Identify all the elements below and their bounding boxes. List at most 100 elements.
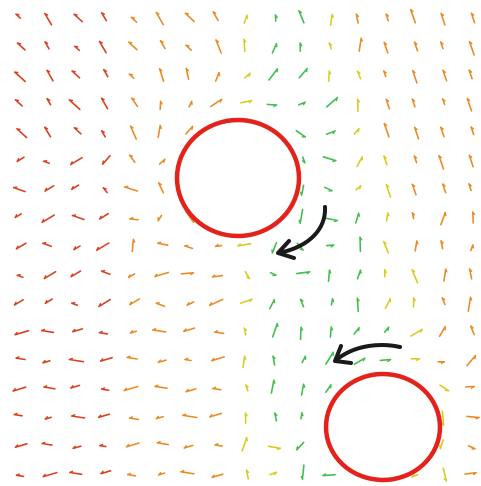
flow-vector-head	[332, 130, 336, 135]
flow-vector-head	[470, 126, 475, 130]
flow-vector	[100, 270, 111, 276]
flow-vector-head	[184, 12, 190, 15]
flow-vector-head	[155, 11, 160, 15]
flow-vector	[443, 268, 447, 282]
flow-vector-head	[470, 325, 474, 329]
flow-vector-head	[244, 412, 248, 417]
flow-vector-head	[248, 99, 253, 104]
flow-vector	[131, 238, 135, 253]
flow-vector-head	[71, 214, 77, 217]
flow-vector-head	[44, 12, 49, 16]
flow-vector	[383, 155, 388, 166]
flow-vector	[183, 327, 196, 333]
flow-vector-head	[96, 246, 99, 251]
flow-vector	[124, 186, 138, 192]
flow-vector	[123, 385, 139, 392]
flow-vector-head	[302, 101, 306, 106]
flow-vector	[243, 14, 248, 24]
flow-vector-head	[73, 13, 78, 16]
flow-vector	[322, 473, 336, 477]
flow-vector	[468, 69, 473, 80]
flow-vector-head	[214, 330, 219, 333]
flow-vector-head	[102, 160, 105, 165]
flow-vector	[270, 379, 275, 394]
flow-vector	[356, 269, 362, 280]
flow-vector-head	[129, 301, 133, 306]
flow-vector-head	[14, 99, 20, 102]
flow-vector-head	[274, 14, 278, 19]
flow-vector	[385, 183, 392, 198]
flow-vector-head	[73, 246, 77, 251]
flow-vector	[327, 269, 331, 283]
flow-vector	[180, 271, 195, 275]
flow-vector-head	[102, 187, 107, 190]
flow-vector-head	[411, 98, 416, 102]
flow-vector-head	[100, 387, 106, 390]
flow-vector-head	[413, 41, 418, 45]
flow-vector	[40, 329, 55, 334]
flow-vector	[212, 11, 219, 22]
flow-vector-head	[356, 70, 361, 74]
flow-vector	[98, 298, 111, 308]
flow-vector-head	[383, 122, 388, 127]
flow-vector	[413, 41, 419, 52]
flow-vector-head	[468, 69, 473, 73]
flow-vector-head	[475, 416, 480, 420]
flow-vector	[439, 126, 445, 138]
flow-vector-head	[468, 41, 473, 45]
flow-vector-head	[276, 447, 281, 451]
flow-vector	[69, 471, 83, 476]
flow-vector-head	[212, 386, 217, 390]
flow-vector-head	[385, 183, 390, 188]
flow-vector-head	[123, 387, 128, 392]
flow-vector	[14, 442, 28, 449]
flow-vector	[298, 10, 305, 24]
flow-vector-head	[273, 379, 276, 384]
flow-vector	[301, 464, 305, 481]
flow-vector-head	[469, 296, 473, 301]
flow-vector-head	[335, 96, 338, 102]
flow-vector	[71, 214, 85, 221]
flow-vector-head	[154, 273, 158, 278]
flow-vector	[128, 417, 140, 421]
flow-vector-head	[97, 414, 102, 419]
flow-vector	[413, 126, 420, 140]
flow-vector	[214, 71, 220, 82]
flow-vector-head	[356, 98, 360, 103]
flow-vector	[70, 384, 81, 389]
flow-vector-head	[357, 127, 360, 133]
flow-vector-head	[15, 473, 20, 476]
flow-vector	[102, 154, 111, 165]
flow-vector-head	[384, 269, 387, 273]
flow-vector	[466, 415, 480, 419]
flow-vector	[44, 185, 55, 192]
flow-vector-head	[129, 216, 134, 220]
flow-vector	[273, 412, 278, 422]
flow-vector	[12, 186, 26, 193]
flow-vector-head	[130, 16, 136, 19]
flow-vector	[268, 68, 279, 81]
flow-vector-head	[155, 302, 160, 304]
flow-vector-head	[125, 443, 130, 448]
flow-vector-head	[157, 471, 162, 476]
flow-vector-head	[14, 444, 19, 448]
flow-vector-head	[43, 385, 48, 388]
flow-vector-head	[212, 11, 217, 15]
flow-vector	[325, 130, 336, 135]
flow-vector	[211, 356, 225, 362]
flow-vector	[46, 69, 54, 82]
flow-vector-head	[468, 268, 473, 272]
flow-vector	[469, 325, 475, 336]
flow-vector	[155, 302, 166, 308]
flow-vector-head	[440, 240, 444, 244]
flow-vector-head	[246, 276, 251, 280]
flow-vector-head	[71, 301, 76, 304]
flow-vector-head	[73, 127, 78, 130]
flow-vector	[241, 436, 248, 452]
flow-vector	[240, 99, 253, 104]
flow-vector	[157, 182, 165, 194]
flow-vector	[154, 385, 168, 390]
flow-vector	[215, 39, 222, 54]
flow-vector-head	[273, 104, 278, 108]
flow-vector-head	[245, 469, 250, 474]
